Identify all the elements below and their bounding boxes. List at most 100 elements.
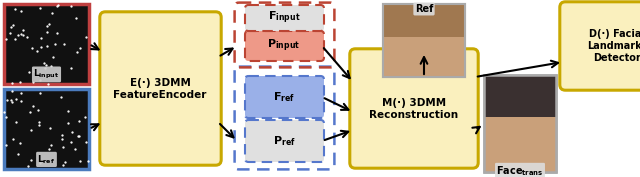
FancyBboxPatch shape: [350, 49, 478, 168]
FancyBboxPatch shape: [245, 120, 324, 162]
Point: [35, 6, 45, 9]
FancyBboxPatch shape: [245, 76, 324, 118]
FancyBboxPatch shape: [100, 12, 221, 165]
Text: $\mathbf{F}_{\mathbf{ref}}$: $\mathbf{F}_{\mathbf{ref}}$: [273, 90, 295, 104]
Bar: [383, 4, 465, 37]
Point: [35, 92, 45, 95]
Point: [52, 5, 62, 8]
Text: Ref: Ref: [415, 4, 433, 14]
Point: [42, 31, 52, 33]
Point: [24, 111, 35, 113]
Point: [26, 129, 36, 132]
Point: [35, 79, 45, 82]
Point: [26, 158, 36, 161]
Text: $\mathbf{L}_{\mathbf{ref}}$: $\mathbf{L}_{\mathbf{ref}}$: [38, 153, 56, 166]
Bar: [383, 4, 465, 77]
Point: [42, 82, 52, 85]
Point: [12, 98, 22, 101]
Point: [40, 66, 50, 69]
Text: E(·) 3DMM
FeatureEncoder: E(·) 3DMM FeatureEncoder: [113, 78, 207, 100]
Point: [4, 31, 15, 34]
Point: [24, 71, 35, 73]
Bar: [383, 37, 465, 77]
Text: $\mathbf{F}_{\mathbf{input}}$: $\mathbf{F}_{\mathbf{input}}$: [268, 10, 300, 26]
Point: [28, 104, 38, 107]
Bar: [383, 4, 465, 77]
Point: [35, 121, 45, 124]
Point: [33, 109, 43, 112]
Point: [74, 135, 84, 138]
Point: [6, 99, 17, 101]
Point: [16, 33, 26, 36]
Point: [16, 92, 26, 94]
Point: [22, 35, 32, 38]
Point: [1, 116, 11, 118]
Point: [16, 9, 26, 12]
Point: [71, 16, 81, 19]
Bar: [4, 89, 89, 169]
Point: [83, 159, 93, 162]
Bar: [484, 75, 556, 172]
Point: [81, 141, 92, 144]
Point: [74, 135, 84, 137]
Point: [29, 69, 39, 72]
Point: [22, 165, 33, 168]
Point: [35, 123, 45, 126]
Point: [7, 81, 17, 84]
Point: [47, 12, 58, 15]
Point: [74, 119, 84, 122]
Point: [10, 8, 20, 11]
Point: [58, 163, 68, 166]
Point: [81, 36, 91, 39]
Point: [63, 122, 73, 125]
Point: [50, 43, 60, 46]
FancyBboxPatch shape: [245, 5, 324, 31]
Point: [8, 137, 18, 140]
Point: [72, 51, 82, 54]
Point: [57, 138, 67, 140]
Point: [18, 33, 28, 36]
Point: [57, 133, 67, 136]
Point: [45, 127, 55, 130]
Point: [66, 141, 76, 144]
Point: [58, 146, 68, 149]
Point: [48, 56, 58, 58]
Bar: [484, 75, 556, 117]
Point: [1, 38, 12, 40]
Point: [70, 148, 80, 150]
Point: [16, 99, 26, 102]
Point: [44, 22, 54, 25]
Point: [46, 143, 56, 146]
Point: [10, 38, 20, 41]
Text: D(·) Facial
Landmarks
Detector: D(·) Facial Landmarks Detector: [587, 29, 640, 63]
Bar: [484, 75, 556, 172]
Point: [44, 148, 54, 150]
FancyBboxPatch shape: [560, 2, 640, 90]
Text: M(·) 3DMM
Reconstruction: M(·) 3DMM Reconstruction: [369, 98, 459, 120]
Point: [7, 89, 17, 92]
Text: Face$_{\mathbf{trans}}$: Face$_{\mathbf{trans}}$: [496, 164, 544, 177]
Point: [36, 37, 46, 40]
Bar: [4, 4, 89, 84]
Point: [36, 45, 46, 48]
Text: $\mathbf{P}_{\mathbf{input}}$: $\mathbf{P}_{\mathbf{input}}$: [268, 38, 301, 54]
Point: [15, 80, 25, 83]
Point: [41, 64, 51, 67]
Bar: [484, 117, 556, 172]
Point: [7, 101, 17, 104]
Point: [42, 24, 52, 27]
Point: [0, 111, 9, 114]
Point: [63, 109, 73, 112]
Point: [45, 65, 56, 68]
Point: [1, 144, 12, 146]
Point: [67, 5, 77, 7]
Point: [13, 34, 23, 36]
Point: [53, 4, 63, 6]
Point: [56, 96, 66, 99]
Point: [42, 44, 52, 47]
Point: [32, 49, 42, 52]
FancyBboxPatch shape: [245, 31, 324, 61]
Point: [60, 160, 70, 163]
Point: [67, 130, 77, 133]
Point: [58, 42, 68, 45]
